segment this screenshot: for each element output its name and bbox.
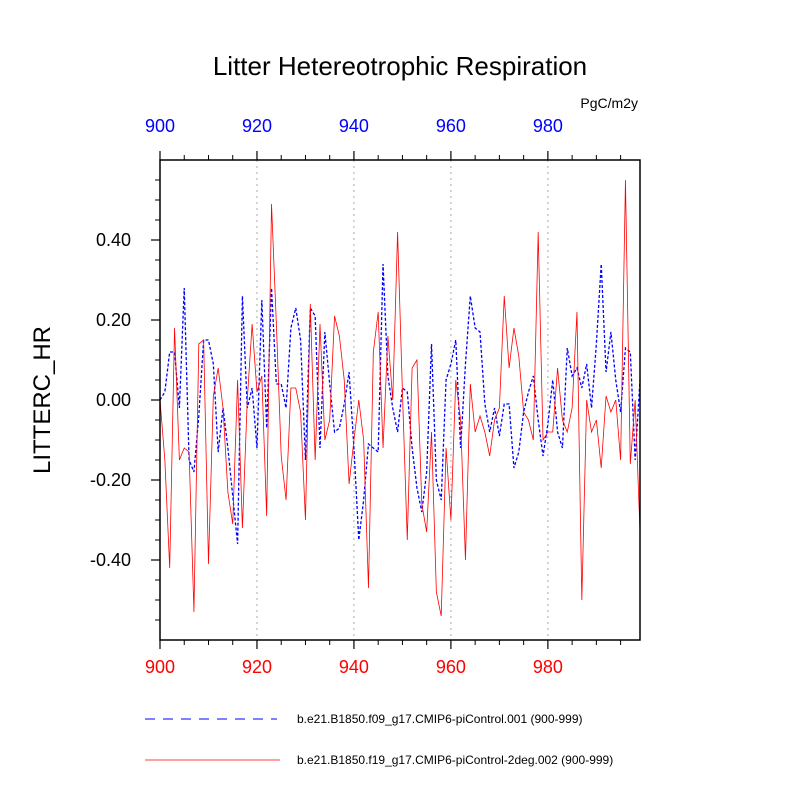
y-tick-label: 0.40 bbox=[96, 230, 131, 250]
x-top-tick-label: 940 bbox=[339, 116, 369, 136]
x-bottom-tick-label: 940 bbox=[339, 657, 369, 677]
grid-lines bbox=[256, 160, 549, 640]
plot-frame bbox=[159, 159, 641, 641]
y-tick-label: 0.20 bbox=[96, 310, 131, 330]
y-tick-label: 0.00 bbox=[96, 390, 131, 410]
x-bottom-tick-label: 960 bbox=[436, 657, 466, 677]
series-line-1 bbox=[159, 263, 641, 545]
x-bottom-tick-label: 980 bbox=[533, 657, 563, 677]
axis-ticks: 900 900 920 920 940 940 960 960 980 980 -0.40 -0.20… bbox=[90, 116, 622, 677]
legend-label-series-2: b.e21.B1850.f19_g17.CMIP6-piControl-2deg… bbox=[297, 753, 613, 767]
series-line-2 bbox=[159, 179, 641, 617]
series-layer bbox=[159, 179, 641, 617]
y-axis-label: LITTERC_HR bbox=[29, 326, 56, 474]
x-top-tick-label: 980 bbox=[533, 116, 563, 136]
x-top-tick-label: 900 bbox=[145, 116, 175, 136]
legend: b.e21.B1850.f09_g17.CMIP6-piControl.001 … bbox=[145, 712, 613, 767]
x-top-tick-label: 920 bbox=[242, 116, 272, 136]
x-top-tick-label: 960 bbox=[436, 116, 466, 136]
chart-title: Litter Hetereotrophic Respiration bbox=[213, 51, 587, 81]
units-label: PgC/m2y bbox=[580, 95, 638, 111]
y-tick-label: -0.40 bbox=[90, 550, 131, 570]
y-tick-label: -0.20 bbox=[90, 470, 131, 490]
x-bottom-tick-label: 900 bbox=[145, 657, 175, 677]
x-bottom-tick-label: 920 bbox=[242, 657, 272, 677]
legend-label-series-1: b.e21.B1850.f09_g17.CMIP6-piControl.001 … bbox=[297, 712, 583, 726]
